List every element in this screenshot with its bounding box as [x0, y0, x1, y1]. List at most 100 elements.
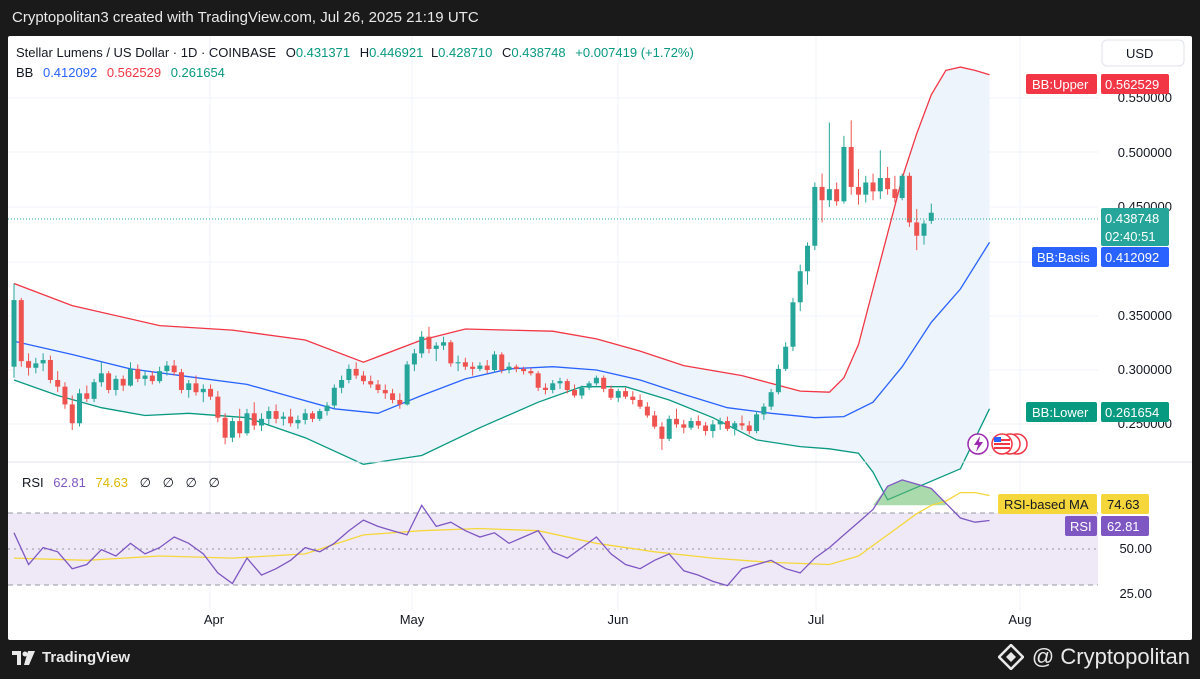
candle-body [404, 364, 410, 405]
candle [928, 203, 934, 224]
candle-body [280, 416, 286, 419]
candle [273, 404, 279, 424]
candle [608, 385, 614, 400]
candle-body [259, 418, 265, 426]
candle [790, 297, 796, 352]
candle [688, 417, 694, 430]
candle [550, 379, 556, 394]
candle [834, 182, 840, 206]
candle-body [542, 387, 548, 390]
candle [593, 375, 599, 386]
candle [62, 382, 68, 409]
candle [724, 416, 730, 432]
candle [819, 173, 825, 223]
bb-legend[interactable]: BB 0.412092 0.562529 0.261654 [16, 65, 225, 80]
candle [288, 408, 294, 427]
candle-body [62, 386, 68, 405]
candle-body [178, 372, 184, 390]
candle-body [339, 379, 345, 388]
candle [615, 388, 621, 403]
us-flag-canton [994, 437, 1001, 442]
bb-basis-badge-value: 0.412092 [1105, 250, 1159, 265]
candle [870, 173, 876, 201]
candle-body [69, 404, 75, 424]
candle [91, 378, 97, 403]
bb-upper-badge-value: 0.562529 [1105, 77, 1159, 92]
candle-body [892, 189, 898, 199]
candle-body [528, 371, 534, 374]
event-icons[interactable] [967, 433, 1028, 455]
candle [542, 383, 548, 395]
tradingview-logo[interactable]: TradingView [12, 649, 130, 666]
candle-body [324, 405, 330, 412]
candle-body [142, 375, 148, 379]
candle [681, 419, 687, 434]
symbol-legend[interactable]: Stellar Lumens / US Dollar · 1D · COINBA… [16, 45, 694, 60]
candle-body [761, 406, 767, 415]
candle-body [171, 365, 177, 373]
chart-svg[interactable]: 0.550000 0.500000 0.450000 0.350000 0.30… [8, 36, 1192, 640]
candle-body [564, 381, 570, 390]
candle-body [113, 378, 119, 390]
candle [404, 361, 410, 406]
candle [506, 362, 512, 374]
lightning-glyph [974, 436, 983, 452]
candle-body [77, 393, 83, 424]
candle-body [644, 406, 650, 416]
ohlc-h-value: 0.446921 [369, 45, 423, 60]
candle-body [426, 336, 432, 349]
bb-lower-badge-value: 0.261654 [1105, 405, 1159, 420]
bb-label: BB [16, 65, 33, 80]
candle-body [739, 423, 745, 426]
candle-body [273, 411, 279, 419]
candle-body [666, 418, 672, 439]
candle [259, 413, 265, 432]
bollinger-bands [13, 66, 991, 501]
rsi-badge: RSI 62.81 [1065, 516, 1149, 536]
candle [797, 264, 803, 312]
rsi-extra: ∅ [163, 475, 174, 490]
ohlc-change: +0.007419 (+1.72%) [575, 45, 694, 60]
candle-body [441, 342, 447, 346]
candle [579, 385, 585, 399]
candle-body [746, 425, 752, 432]
candle-body [499, 354, 505, 371]
rsi-legend-value: 62.81 [53, 475, 86, 490]
candle-body [513, 366, 519, 369]
candle-body [630, 396, 636, 400]
candle-body [855, 186, 861, 195]
candle [601, 375, 607, 393]
currency-button[interactable]: USD [1101, 39, 1185, 67]
candle [69, 395, 75, 430]
candle [382, 384, 388, 399]
candle [127, 362, 133, 387]
rsi-legend[interactable]: RSI 62.81 74.63 ∅ ∅ ∅ ∅ [22, 475, 220, 490]
rsi-pane [8, 479, 1098, 587]
candle-body [506, 366, 512, 371]
candle-body [484, 365, 490, 371]
candle-body [805, 245, 811, 272]
candle [623, 387, 629, 399]
candle [142, 371, 148, 386]
candle [906, 172, 912, 227]
candle [186, 379, 192, 398]
bar-countdown: 02:40:51 [1105, 229, 1156, 244]
candle-body [637, 399, 643, 407]
candle-body [251, 413, 257, 426]
candle [106, 371, 112, 394]
candle-body [819, 186, 825, 201]
bb-basis-badge-label: BB:Basis [1037, 250, 1090, 265]
candle-body [885, 178, 891, 190]
candle [659, 422, 665, 450]
tradingview-logo-icon [12, 650, 35, 665]
candle [710, 419, 716, 438]
ohlc-o-value: 0.431371 [296, 45, 350, 60]
rsi-ma-badge-label: RSI-based MA [1004, 497, 1089, 512]
candle-body [848, 146, 854, 187]
candle-body [732, 423, 738, 429]
candle-body [295, 419, 301, 424]
rsi-extra: ∅ [186, 475, 197, 490]
candle [157, 366, 163, 384]
candle [572, 384, 578, 398]
